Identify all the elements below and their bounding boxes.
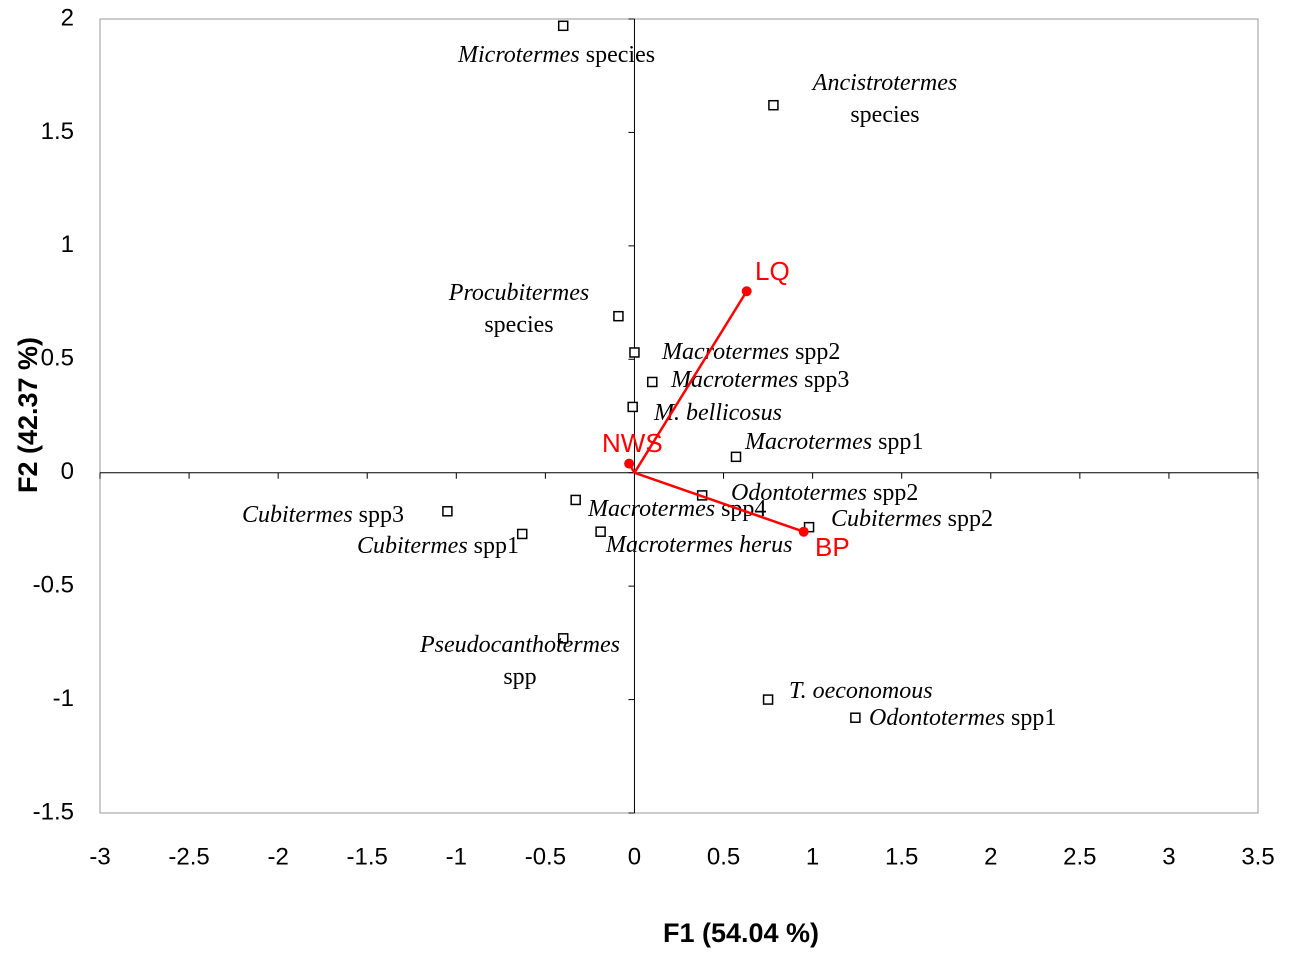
point bbox=[762, 694, 774, 705]
plot-frame bbox=[99, 18, 1259, 814]
y-tick-label: -0.5 bbox=[33, 571, 74, 598]
point bbox=[768, 99, 779, 111]
point bbox=[442, 506, 453, 517]
vector-tip bbox=[741, 286, 752, 297]
point-label-plain: species bbox=[850, 102, 919, 128]
x-tick-label: 3.5 bbox=[1241, 843, 1274, 870]
y-axis-title: F2 (42.37 %) bbox=[13, 337, 43, 493]
point-label-italic: Procubitermes bbox=[448, 280, 589, 306]
vector bbox=[633, 290, 748, 474]
point-label-italic: Pseudocanthotermes bbox=[419, 632, 620, 658]
vector-label: BP bbox=[815, 532, 850, 562]
point-label: T. oeconomous bbox=[789, 678, 933, 704]
point bbox=[730, 451, 742, 463]
point-label: Procubitermes bbox=[448, 280, 589, 306]
x-tick-label: 0.5 bbox=[707, 843, 740, 870]
point bbox=[570, 494, 581, 506]
point-label-italic: Macrotermes bbox=[670, 367, 798, 393]
point-label-plain: spp2 bbox=[873, 480, 918, 506]
x-tick-label: -0.5 bbox=[525, 843, 566, 870]
point-label: Odontotermes spp1 bbox=[869, 705, 1056, 731]
point-label: Macrotermes spp2 bbox=[661, 339, 840, 365]
y-tick-label: 1 bbox=[61, 231, 74, 258]
point-label: Macrotermes spp3 bbox=[670, 367, 849, 393]
point bbox=[647, 376, 658, 388]
y-tick-label: -1.5 bbox=[33, 798, 74, 825]
vector bbox=[634, 471, 805, 533]
point-label-italic: Cubitermes bbox=[357, 533, 468, 559]
point-label-plain: spp1 bbox=[1011, 705, 1056, 731]
x-tick-label: 1.5 bbox=[885, 843, 918, 870]
point-label-italic: Ancistrotermes bbox=[811, 70, 957, 96]
x-tick-label: -1.5 bbox=[347, 843, 388, 870]
point-label-plain: spp3 bbox=[359, 502, 404, 528]
y-tick-label: 2 bbox=[61, 4, 74, 31]
vector-tip bbox=[624, 458, 635, 469]
point-label: M. bellicosus bbox=[653, 400, 782, 426]
x-tick-label: 1 bbox=[806, 843, 819, 870]
vector-label: LQ bbox=[755, 256, 790, 286]
x-tick-label: -3 bbox=[89, 843, 110, 870]
y-tick-label: 0.5 bbox=[41, 345, 74, 372]
point-label-plain: spp3 bbox=[804, 367, 849, 393]
point-label-plain: spp2 bbox=[795, 339, 840, 365]
vector-tip bbox=[798, 526, 809, 537]
x-tick-label: -2.5 bbox=[168, 843, 209, 870]
x-tick-label: 3 bbox=[1162, 843, 1175, 870]
point bbox=[627, 401, 638, 413]
point-label-italic: Odontotermes bbox=[869, 705, 1005, 731]
point-label-italic: Macrotermes bbox=[744, 429, 872, 455]
point-label-plain: species bbox=[586, 42, 655, 68]
point bbox=[613, 310, 624, 322]
y-tick-label: 0 bbox=[61, 458, 74, 485]
point bbox=[516, 528, 528, 540]
point-label-plain: spp2 bbox=[948, 506, 993, 532]
point-label: spp bbox=[503, 664, 536, 690]
vector-label: NWS bbox=[602, 428, 663, 458]
x-axis-title: F1 (54.04 %) bbox=[663, 918, 819, 948]
point-label: Pseudocanthotermes bbox=[419, 632, 620, 658]
point-label-italic: Odontotermes bbox=[731, 480, 867, 506]
point-label: Cubitermes spp3 bbox=[242, 502, 404, 528]
point-label-italic: Macrotermes bbox=[661, 339, 789, 365]
point-label: species bbox=[850, 102, 919, 128]
point-label-italic: Cubitermes bbox=[831, 506, 942, 532]
point-label: Ancistrotermes bbox=[811, 70, 957, 96]
point bbox=[557, 633, 569, 644]
point bbox=[629, 347, 640, 358]
point bbox=[850, 712, 861, 723]
point-label-italic: Macrotermes herus bbox=[605, 532, 792, 558]
point-label-plain: spp1 bbox=[474, 533, 519, 559]
point-label: Cubitermes spp2 bbox=[831, 506, 993, 532]
point-label-plain: species bbox=[484, 312, 553, 338]
point-label-plain: spp bbox=[503, 664, 536, 690]
y-tick-label: -1 bbox=[53, 685, 74, 712]
x-tick-label: 2 bbox=[984, 843, 997, 870]
point-label: Cubitermes spp1 bbox=[357, 533, 519, 559]
point-label-italic: Cubitermes bbox=[242, 502, 353, 528]
point-label: Microtermes species bbox=[457, 42, 655, 68]
point-label-italic: T. oeconomous bbox=[789, 678, 933, 704]
point-label: species bbox=[484, 312, 553, 338]
x-tick-label: -1 bbox=[446, 843, 467, 870]
point-label-italic: M. bellicosus bbox=[653, 400, 782, 426]
point-label-italic: Macrotermes bbox=[587, 496, 715, 522]
point-label-italic: Microtermes bbox=[457, 42, 580, 68]
point-label: Macrotermes spp1 bbox=[744, 429, 923, 455]
x-tick-label: 2.5 bbox=[1063, 843, 1096, 870]
y-tick-label: 1.5 bbox=[41, 118, 74, 145]
point bbox=[595, 526, 606, 537]
point bbox=[557, 20, 569, 32]
point-label: Macrotermes herus bbox=[605, 532, 792, 558]
point-label-plain: spp1 bbox=[878, 429, 923, 455]
point-label: Odontotermes spp2 bbox=[731, 480, 918, 506]
x-tick-label: 0 bbox=[628, 843, 641, 870]
x-tick-label: -2 bbox=[267, 843, 288, 870]
